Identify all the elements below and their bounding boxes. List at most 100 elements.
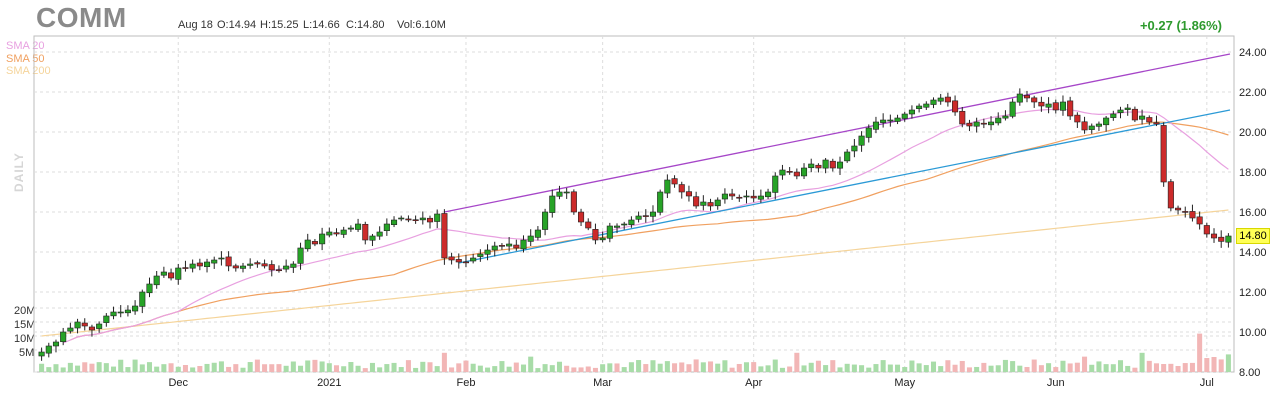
volume-bar bbox=[815, 360, 821, 372]
candle bbox=[952, 95, 959, 116]
candle-body bbox=[959, 110, 966, 125]
volume-bar bbox=[801, 365, 807, 372]
volume-bar bbox=[53, 364, 59, 372]
volume-bar bbox=[1125, 365, 1131, 372]
volume-bar bbox=[909, 360, 915, 372]
candle bbox=[635, 211, 642, 223]
candle bbox=[880, 113, 887, 128]
volume-bar bbox=[1089, 364, 1095, 372]
volume-bar bbox=[1024, 366, 1030, 372]
volume-bar bbox=[600, 364, 606, 372]
candle bbox=[779, 164, 786, 180]
candle bbox=[74, 318, 81, 334]
candle bbox=[822, 157, 829, 174]
candle-body bbox=[729, 193, 736, 197]
candle-body bbox=[103, 315, 110, 323]
candle-body bbox=[362, 223, 369, 241]
volume-tick-label: 15M bbox=[14, 319, 36, 331]
volume-bar bbox=[485, 367, 491, 372]
candle bbox=[160, 266, 167, 278]
candle bbox=[1081, 116, 1088, 134]
candle-body bbox=[1031, 97, 1038, 103]
volume-bar bbox=[571, 367, 577, 372]
candle-body bbox=[894, 117, 901, 122]
volume-bar bbox=[1225, 354, 1231, 372]
volume-bar bbox=[621, 367, 627, 372]
volume-bar bbox=[384, 364, 390, 372]
candle bbox=[793, 168, 800, 180]
volume-bar bbox=[319, 361, 325, 372]
candle-body bbox=[484, 249, 491, 255]
volume-bar bbox=[657, 363, 663, 372]
candle bbox=[412, 215, 419, 224]
volume-bar bbox=[535, 368, 541, 372]
candle bbox=[355, 218, 362, 232]
candle-body bbox=[283, 265, 290, 270]
candle bbox=[398, 215, 405, 222]
y-tick-label: 18.00 bbox=[1239, 167, 1267, 179]
candle bbox=[678, 181, 685, 199]
candle bbox=[67, 322, 74, 334]
volume-bar bbox=[89, 363, 95, 372]
candle-body bbox=[815, 164, 822, 169]
volume-bar bbox=[851, 364, 857, 372]
volume-bar bbox=[880, 360, 886, 372]
candle-body bbox=[506, 243, 513, 247]
volume-bar bbox=[298, 365, 304, 372]
candle-body bbox=[38, 351, 45, 357]
candle-body bbox=[290, 263, 297, 268]
candle bbox=[700, 195, 707, 211]
candle bbox=[901, 111, 908, 122]
volume-bar bbox=[549, 365, 555, 372]
volume-bar bbox=[103, 363, 109, 372]
candle-body bbox=[872, 121, 879, 130]
volume-bar bbox=[758, 366, 764, 372]
volume-bar bbox=[938, 366, 944, 372]
candle bbox=[1045, 97, 1052, 114]
candle bbox=[800, 163, 808, 180]
volume-bar bbox=[528, 356, 534, 372]
candle-body bbox=[498, 245, 505, 247]
volume-bar bbox=[664, 361, 670, 372]
candle bbox=[52, 339, 60, 353]
candle bbox=[347, 225, 354, 232]
candle bbox=[247, 258, 254, 269]
candle bbox=[146, 277, 153, 298]
candle bbox=[261, 259, 268, 269]
volume-bar bbox=[111, 366, 117, 372]
candle bbox=[707, 198, 714, 211]
volume-bar bbox=[916, 363, 922, 372]
candle bbox=[1002, 110, 1009, 121]
candle bbox=[542, 208, 549, 236]
volume-bar bbox=[859, 365, 865, 372]
volume-bar bbox=[628, 362, 634, 372]
candle-body bbox=[297, 247, 304, 264]
volume-bar bbox=[794, 352, 800, 372]
candle-body bbox=[520, 239, 527, 250]
candle-body bbox=[1175, 207, 1182, 211]
y-tick-label: 10.00 bbox=[1239, 327, 1267, 339]
candle bbox=[527, 229, 534, 247]
candle bbox=[937, 93, 944, 105]
candle-body bbox=[491, 245, 498, 251]
candle-body bbox=[721, 193, 728, 200]
candle bbox=[189, 259, 196, 273]
candle bbox=[1088, 123, 1095, 134]
volume-bar bbox=[578, 367, 584, 372]
volume-bar bbox=[146, 362, 153, 372]
candle-body bbox=[944, 96, 951, 103]
candle-body bbox=[995, 117, 1002, 124]
candle-body bbox=[419, 217, 426, 221]
volume-bar bbox=[844, 363, 850, 372]
candle-body bbox=[455, 259, 462, 263]
legend-sma-20: SMA 20 bbox=[6, 40, 45, 52]
channel-lower-line bbox=[458, 109, 1231, 264]
volume-bar bbox=[686, 364, 692, 372]
candle-body bbox=[693, 196, 700, 207]
volume-bar bbox=[413, 367, 419, 372]
candle-body bbox=[254, 262, 261, 265]
candle bbox=[1210, 228, 1218, 243]
candle bbox=[887, 114, 894, 127]
candle-body bbox=[1117, 109, 1124, 113]
candle-body bbox=[160, 271, 167, 276]
